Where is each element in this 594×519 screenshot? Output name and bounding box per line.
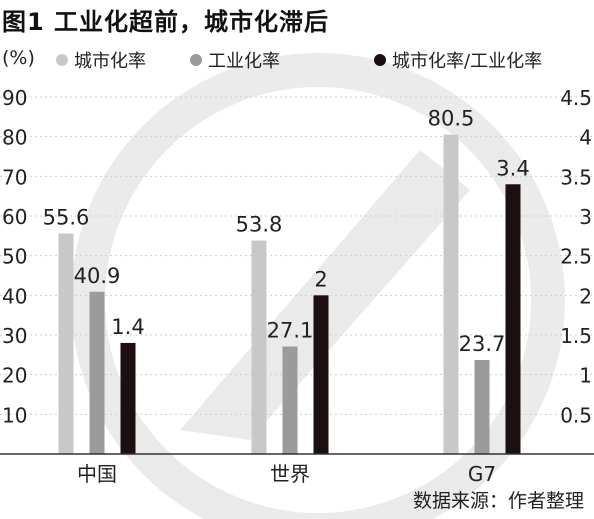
- y-tick-label-40: 40: [2, 284, 27, 308]
- y-tick-label-10: 10: [2, 403, 27, 427]
- legend-label-urbanization: 城市化率: [74, 51, 146, 72]
- y2-axis-ticks: 0.5 1 1.5 2 2.5 3 3.5 4 4.5: [560, 86, 592, 427]
- bar-世界-series-0: [251, 240, 267, 454]
- legend-item-urbanization: 城市化率: [56, 47, 146, 73]
- y-tick-label-80: 80: [2, 126, 27, 150]
- category-label-2: G7: [468, 462, 496, 486]
- data-source-note: 数据来源：作者整理: [412, 490, 584, 512]
- bar-中国-series-2: [120, 342, 136, 454]
- data-label-世界-series-1: 27.1: [267, 319, 314, 343]
- category-label-1: 世界: [270, 462, 310, 486]
- legend-label-industrialization: 工业化率: [208, 51, 280, 72]
- y2-tick-label-4: 4: [579, 126, 592, 150]
- category-label-0: 中国: [77, 462, 117, 486]
- y-tick-label-70: 70: [2, 165, 27, 189]
- y2-tick-label-4.5: 4.5: [560, 86, 592, 110]
- y2-tick-label-2: 2: [579, 284, 592, 308]
- data-label-世界-series-2: 2: [314, 267, 327, 291]
- y-tick-label-30: 30: [2, 324, 27, 348]
- y-axis-unit-label: (%): [2, 47, 35, 69]
- data-label-中国-series-2: 1.4: [111, 315, 144, 339]
- y2-tick-label-2.5: 2.5: [560, 245, 592, 269]
- bar-G7-series-1: [474, 359, 490, 454]
- y2-tick-label-1: 1: [579, 364, 592, 388]
- bars: [58, 134, 521, 454]
- y-tick-label-50: 50: [2, 245, 27, 269]
- bar-G7-series-0: [443, 134, 459, 454]
- data-label-G7-series-1: 23.7: [459, 332, 506, 356]
- y-tick-label-90: 90: [2, 86, 27, 110]
- chart-title: 图1 工业化超前，城市化滞后: [2, 8, 330, 36]
- bar-世界-series-1: [282, 346, 298, 454]
- bar-世界-series-2: [313, 295, 329, 454]
- y2-tick-label-3.5: 3.5: [560, 165, 592, 189]
- bar-G7-series-2: [505, 184, 521, 454]
- legend-item-ratio: 城市化率/工业化率: [374, 47, 542, 73]
- data-label-中国-series-0: 55.6: [43, 205, 90, 229]
- y2-tick-label-0.5: 0.5: [560, 403, 592, 427]
- y2-tick-label-3: 3: [579, 205, 592, 229]
- y-tick-label-60: 60: [2, 205, 27, 229]
- bar-中国-series-1: [89, 291, 105, 454]
- y-tick-label-20: 20: [2, 364, 27, 388]
- legend-label-ratio: 城市化率/工业化率: [392, 51, 543, 72]
- bar-中国-series-0: [58, 233, 74, 454]
- data-label-世界-series-0: 53.8: [236, 213, 283, 237]
- data-label-G7-series-2: 3.4: [496, 156, 529, 180]
- y2-tick-label-1.5: 1.5: [560, 324, 592, 348]
- legend-swatch-industrialization: [190, 54, 202, 66]
- x-axis-categories: 中国 世界 G7: [77, 462, 496, 486]
- data-label-G7-series-0: 80.5: [428, 107, 475, 131]
- legend-item-industrialization: 工业化率: [190, 47, 280, 73]
- legend-swatch-ratio: [374, 54, 386, 66]
- data-labels: 55.6 53.8 80.5 40.9 27.1 23.7 1.4 2 3.4: [43, 107, 530, 356]
- y-axis-ticks: 10 20 30 40 50 60 70 80 90: [2, 86, 27, 427]
- data-label-中国-series-1: 40.9: [74, 264, 121, 288]
- legend-swatch-urbanization: [56, 54, 68, 66]
